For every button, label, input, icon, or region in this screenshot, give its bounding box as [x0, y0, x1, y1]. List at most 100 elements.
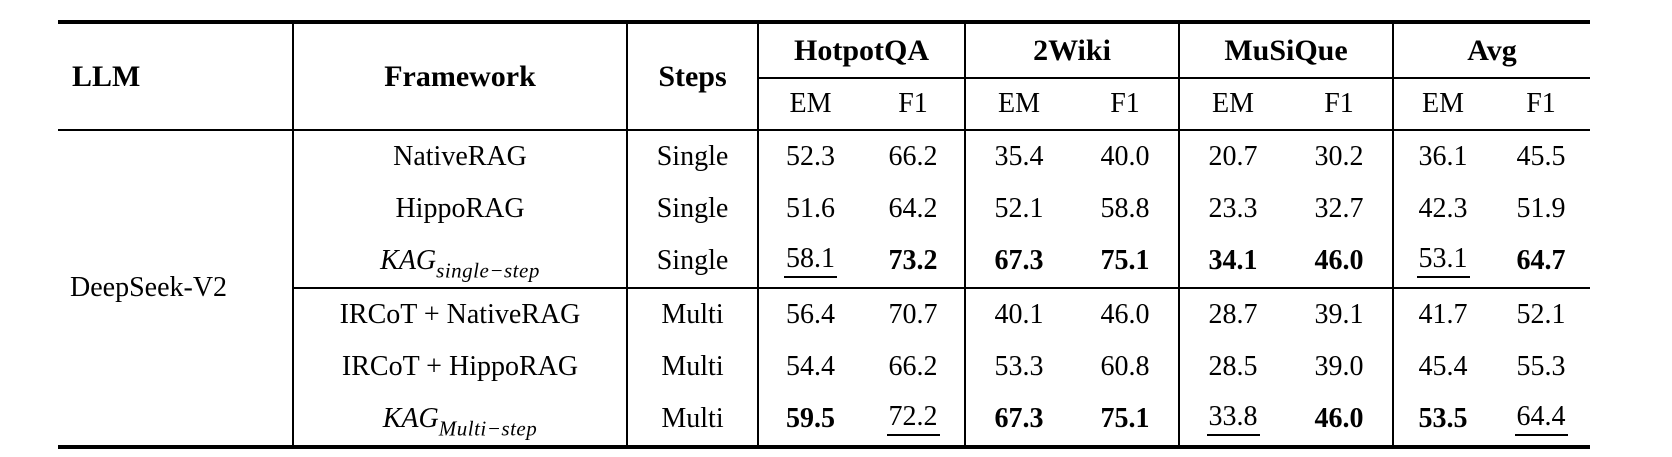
metric-value: 52.3 — [786, 141, 835, 172]
metric-cell: 46.0 — [1286, 235, 1395, 289]
framework-cell: KAGMulti−step — [293, 393, 628, 447]
metric-cell: 52.1 — [965, 183, 1072, 235]
metric-value: 28.7 — [1208, 299, 1258, 330]
framework-cell: IRCoT + HippoRAG — [293, 341, 628, 393]
metric-cell: 52.1 — [1492, 288, 1590, 341]
framework-label: IRCoT + NativeRAG — [339, 299, 581, 330]
steps-cell: Multi — [627, 288, 759, 341]
metric-value: 64.2 — [888, 193, 938, 224]
table-row: IRCoT + HippoRAG Multi 54.4 66.2 53.3 60… — [58, 341, 1590, 393]
metric-cell: 64.2 — [862, 183, 966, 235]
table-row: KAGMulti−step Multi 59.5 72.2 67.3 75.1 … — [58, 393, 1590, 447]
col-header-avg-em: EM — [1393, 78, 1493, 131]
metric-cell: 39.0 — [1286, 341, 1395, 393]
metric-value: 46.0 — [1314, 403, 1364, 434]
metric-value: 51.6 — [786, 193, 835, 224]
header-row-groups: LLM Framework Steps HotpotQA 2Wiki MuSiQ… — [58, 22, 1591, 131]
steps-cell: Single — [627, 183, 759, 235]
table-row: IRCoT + NativeRAG Multi 56.4 70.7 40.1 4… — [58, 288, 1590, 341]
metric-cell: 66.2 — [862, 130, 966, 183]
metric-cell: 58.1 — [758, 235, 862, 289]
metric-cell: 70.7 — [862, 288, 966, 341]
metric-cell: 64.4 — [1492, 393, 1590, 447]
table-body: DeepSeek-V2 NativeRAG Single 52.3 66.2 3… — [58, 130, 1591, 447]
col-header-hotpotqa-em: EM — [758, 78, 862, 131]
framework-label: KAGsingle−step — [380, 245, 540, 283]
metric-cell: 28.5 — [1179, 341, 1286, 393]
framework-subscript: Multi−step — [438, 416, 538, 441]
metric-cell: 23.3 — [1179, 183, 1286, 235]
framework-cell: HippoRAG — [293, 183, 628, 235]
metric-cell: 52.3 — [758, 130, 862, 183]
table-row: KAGsingle−step Single 58.1 73.2 67.3 75.… — [58, 235, 1591, 289]
metric-cell: 40.0 — [1072, 130, 1180, 183]
metric-value: 59.5 — [786, 403, 835, 434]
metric-cell: 72.2 — [862, 393, 966, 447]
metric-value: 52.1 — [994, 193, 1044, 224]
metric-cell: 32.7 — [1286, 183, 1395, 235]
framework-cell: IRCoT + NativeRAG — [293, 288, 628, 341]
col-group-2wiki: 2Wiki — [965, 22, 1180, 79]
metric-cell: 35.4 — [965, 130, 1072, 183]
metric-value: 72.2 — [886, 402, 940, 436]
metric-value: 40.0 — [1100, 141, 1150, 172]
table-row: DeepSeek-V2 NativeRAG Single 52.3 66.2 3… — [58, 130, 1590, 447]
metric-value: 34.1 — [1208, 245, 1258, 276]
col-header-2wiki-f1: F1 — [1072, 78, 1180, 131]
metric-value: 28.5 — [1208, 351, 1258, 382]
metric-cell: 51.9 — [1492, 183, 1590, 235]
col-header-musique-f1: F1 — [1286, 78, 1395, 131]
table-row: HippoRAG Single 51.6 64.2 52.1 58.8 23.3… — [58, 183, 1590, 235]
metric-cell: 58.8 — [1072, 183, 1180, 235]
col-header-llm: LLM — [58, 22, 294, 131]
metric-value: 42.3 — [1418, 193, 1468, 224]
col-group-hotpotqa: HotpotQA — [758, 22, 966, 79]
metric-value: 58.8 — [1100, 193, 1150, 224]
metric-value: 64.7 — [1516, 245, 1566, 276]
metric-cell: 40.1 — [965, 288, 1072, 341]
metric-cell: 56.4 — [758, 288, 862, 341]
metric-value: 66.2 — [888, 351, 938, 382]
metric-value: 67.3 — [994, 403, 1044, 434]
metric-value: 51.9 — [1516, 193, 1566, 224]
metric-value: 39.0 — [1314, 351, 1364, 382]
metric-cell: 39.1 — [1286, 288, 1395, 341]
metric-cell: 75.1 — [1072, 235, 1180, 289]
metric-value: 20.7 — [1208, 141, 1258, 172]
metric-value: 41.7 — [1418, 299, 1468, 330]
col-header-steps: Steps — [627, 22, 759, 131]
metric-cell: 46.0 — [1286, 393, 1395, 447]
metric-value: 40.1 — [994, 299, 1044, 330]
framework-label: KAGMulti−step — [382, 403, 538, 441]
metric-value: 30.2 — [1314, 141, 1364, 172]
results-table: LLM Framework Steps HotpotQA 2Wiki MuSiQ… — [58, 20, 1591, 449]
metric-value: 36.1 — [1418, 141, 1468, 172]
metric-value: 54.4 — [786, 351, 835, 382]
metric-value: 35.4 — [994, 141, 1044, 172]
metric-cell: 34.1 — [1179, 235, 1286, 289]
metric-value: 53.3 — [994, 351, 1044, 382]
metric-value: 66.2 — [888, 141, 938, 172]
header-row-metrics: EM F1 EM F1 EM F1 EM F1 — [58, 78, 1591, 131]
framework-cell: NativeRAG — [293, 130, 628, 183]
col-header-musique-em: EM — [1179, 78, 1286, 131]
metric-cell: 67.3 — [965, 235, 1072, 289]
steps-cell: Multi — [627, 393, 759, 447]
metric-value: 73.2 — [888, 245, 938, 276]
metric-cell: 54.4 — [758, 341, 862, 393]
metric-cell: 60.8 — [1072, 341, 1180, 393]
col-header-avg-f1: F1 — [1492, 78, 1591, 131]
col-header-2wiki-em: EM — [965, 78, 1072, 131]
metric-value: 46.0 — [1314, 245, 1364, 276]
metric-value: 39.1 — [1314, 299, 1364, 330]
metric-cell: 33.8 — [1179, 393, 1286, 447]
table-header: LLM Framework Steps HotpotQA 2Wiki MuSiQ… — [58, 22, 1591, 131]
metric-value: 67.3 — [994, 245, 1044, 276]
metric-value: 52.1 — [1516, 299, 1566, 330]
metric-cell: 73.2 — [862, 235, 966, 289]
metric-cell: 67.3 — [965, 393, 1072, 447]
metric-cell: 45.5 — [1492, 130, 1590, 183]
metric-value: 45.4 — [1418, 351, 1468, 382]
metric-cell: 30.2 — [1286, 130, 1395, 183]
